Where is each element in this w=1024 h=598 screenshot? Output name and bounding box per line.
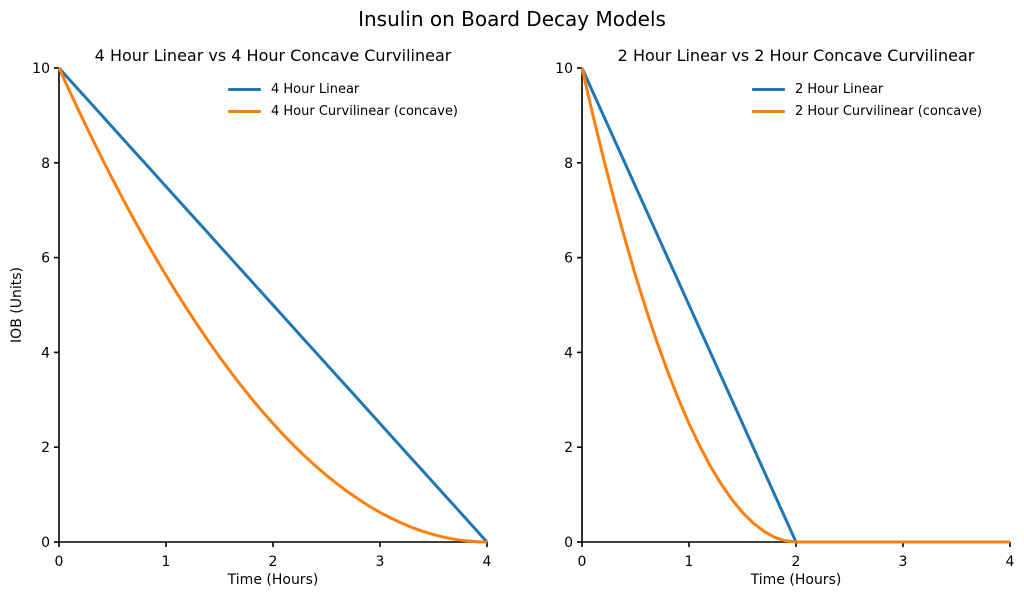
subplot-1-axes: 0 1 2 3 4 0 2 4 6 8 10 <box>555 61 1014 570</box>
y-tick-label: 10 <box>555 61 573 77</box>
y-tick-label: 6 <box>564 251 573 267</box>
legend-swatch-2h-curvilinear <box>752 109 785 113</box>
x-tick-label: 4 <box>483 554 492 570</box>
y-tick-label: 8 <box>41 156 50 172</box>
legend-item: 2 Hour Linear <box>752 78 982 100</box>
x-tick-label: 1 <box>685 554 694 570</box>
x-axis-label-left: Time (Hours) <box>227 572 319 588</box>
y-tick-label: 0 <box>41 535 50 551</box>
x-tick-label: 3 <box>899 554 908 570</box>
x-tick-label: 2 <box>269 554 278 570</box>
x-tick-label: 2 <box>792 554 801 570</box>
y-tick-label: 4 <box>564 345 573 361</box>
x-tick-label: 3 <box>376 554 385 570</box>
x-tick-label: 0 <box>578 554 587 570</box>
subplot-0-axes: 0 1 2 3 4 0 2 4 6 8 10 <box>32 61 491 570</box>
legend-right: 2 Hour Linear 2 Hour Curvilinear (concav… <box>752 78 982 122</box>
legend-left: 4 Hour Linear 4 Hour Curvilinear (concav… <box>228 78 458 122</box>
figure-title: Insulin on Board Decay Models <box>358 7 666 31</box>
line-4-hour-curvilinear-concave- <box>57 67 488 544</box>
y-tick-label: 8 <box>564 156 573 172</box>
x-tick-label: 0 <box>55 554 64 570</box>
y-tick-label: 6 <box>41 251 50 267</box>
y-axis-label-left: IOB (Units) <box>9 267 25 343</box>
subplot-left-title: 4 Hour Linear vs 4 Hour Concave Curvilin… <box>95 46 452 65</box>
line-2-hour-curvilinear-concave- <box>580 67 1010 544</box>
legend-swatch-4h-curvilinear <box>228 109 261 113</box>
y-tick-label: 2 <box>564 440 573 456</box>
legend-label-4h-linear: 4 Hour Linear <box>271 81 360 97</box>
x-axis-label-right: Time (Hours) <box>750 572 842 588</box>
legend-item: 4 Hour Linear <box>228 78 458 100</box>
legend-swatch-4h-linear <box>228 87 261 91</box>
y-tick-label: 2 <box>41 440 50 456</box>
y-tick-label: 10 <box>32 61 50 77</box>
x-tick-label: 4 <box>1006 554 1015 570</box>
legend-label-2h-linear: 2 Hour Linear <box>795 81 884 97</box>
legend-label-2h-curvilinear: 2 Hour Curvilinear (concave) <box>795 103 983 119</box>
legend-item: 4 Hour Curvilinear (concave) <box>228 100 458 122</box>
subplot-right-title: 2 Hour Linear vs 2 Hour Concave Curvilin… <box>618 46 975 65</box>
legend-label-4h-curvilinear: 4 Hour Curvilinear (concave) <box>271 103 459 119</box>
legend-item: 2 Hour Curvilinear (concave) <box>752 100 982 122</box>
y-tick-label: 0 <box>564 535 573 551</box>
line-4-hour-linear <box>57 66 489 544</box>
y-tick-label: 4 <box>41 345 50 361</box>
legend-swatch-2h-linear <box>752 87 785 91</box>
x-tick-label: 1 <box>162 554 171 570</box>
